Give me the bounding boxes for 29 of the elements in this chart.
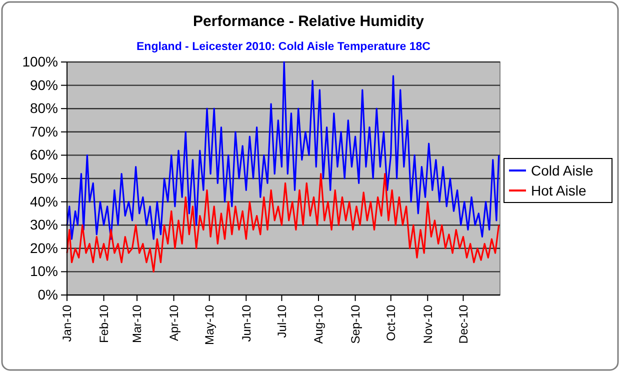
legend-label: Hot Aisle (531, 182, 586, 198)
line-series (66, 61, 500, 240)
x-tick-label: Dec-10 (456, 304, 470, 344)
legend-label: Cold Aisle (531, 162, 594, 178)
x-tick-label: Nov-10 (420, 304, 435, 344)
x-tick-label: Jun-10 (239, 304, 254, 342)
y-tick-label: 40% (30, 193, 58, 210)
y-tick-label: 60% (30, 146, 58, 163)
x-tick-label: Oct-10 (384, 304, 398, 342)
y-tick-label: 10% (30, 263, 58, 280)
y-tick-label: 0% (38, 286, 58, 302)
x-tick-label: Aug-10 (312, 304, 326, 344)
line-series (66, 173, 500, 272)
y-tick-label: 80% (30, 100, 58, 116)
x-tick-label: Feb-10 (96, 304, 111, 344)
y-tick-label: 70% (30, 123, 58, 140)
chart-subtitle: England - Leicester 2010: Cold Aisle Temperature 18C (136, 41, 430, 53)
x-tick-label: Jul-10 (274, 304, 289, 338)
y-tick-label: 20% (30, 240, 58, 256)
y-tick-label: 50% (30, 170, 58, 186)
x-tick-label: May-10 (202, 304, 217, 346)
chart-title: Performance - Relative Humidity (193, 13, 425, 30)
x-tick-label: Apr-10 (166, 304, 181, 342)
y-tick-label: 30% (30, 216, 58, 233)
y-tick-label: 90% (30, 76, 58, 93)
x-tick-label: Mar-10 (130, 304, 144, 344)
y-tick-label: 100% (22, 53, 58, 70)
x-tick-label: Sep-10 (348, 304, 362, 344)
x-tick-label: Jan-10 (60, 304, 74, 342)
